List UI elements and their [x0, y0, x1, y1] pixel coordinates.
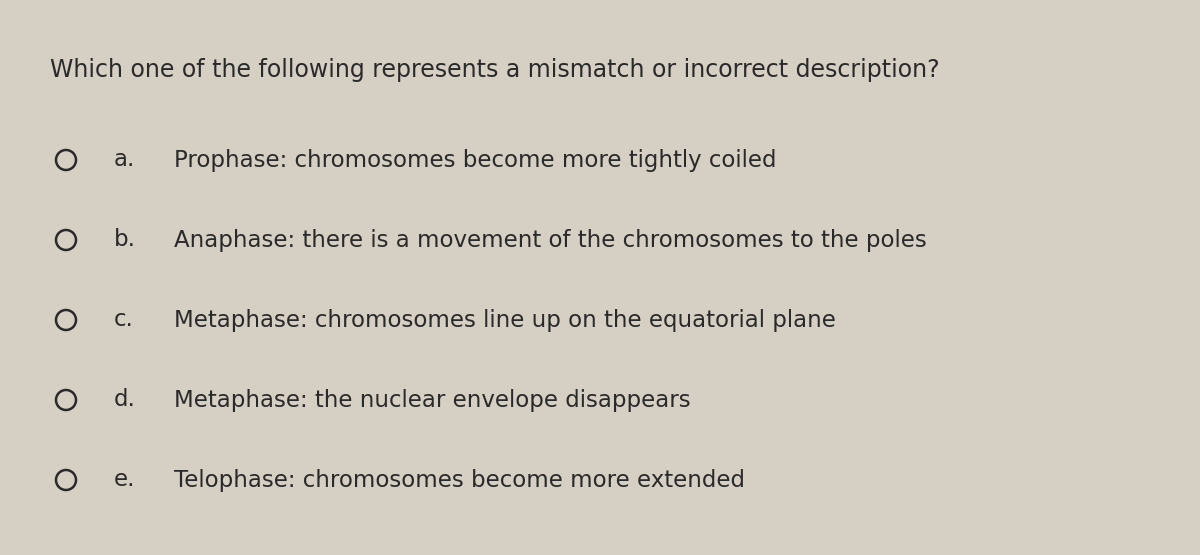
Text: Telophase: chromosomes become more extended: Telophase: chromosomes become more exten…: [174, 468, 745, 492]
Text: d.: d.: [114, 388, 136, 411]
Text: a.: a.: [114, 149, 136, 171]
Text: b.: b.: [114, 229, 136, 251]
Text: Anaphase: there is a movement of the chromosomes to the poles: Anaphase: there is a movement of the chr…: [174, 229, 926, 251]
Text: e.: e.: [114, 468, 136, 492]
Text: c.: c.: [114, 309, 134, 331]
Text: Metaphase: the nuclear envelope disappears: Metaphase: the nuclear envelope disappea…: [174, 388, 691, 411]
Text: Prophase: chromosomes become more tightly coiled: Prophase: chromosomes become more tightl…: [174, 149, 776, 171]
Text: Which one of the following represents a mismatch or incorrect description?: Which one of the following represents a …: [50, 58, 940, 82]
Text: Metaphase: chromosomes line up on the equatorial plane: Metaphase: chromosomes line up on the eq…: [174, 309, 836, 331]
